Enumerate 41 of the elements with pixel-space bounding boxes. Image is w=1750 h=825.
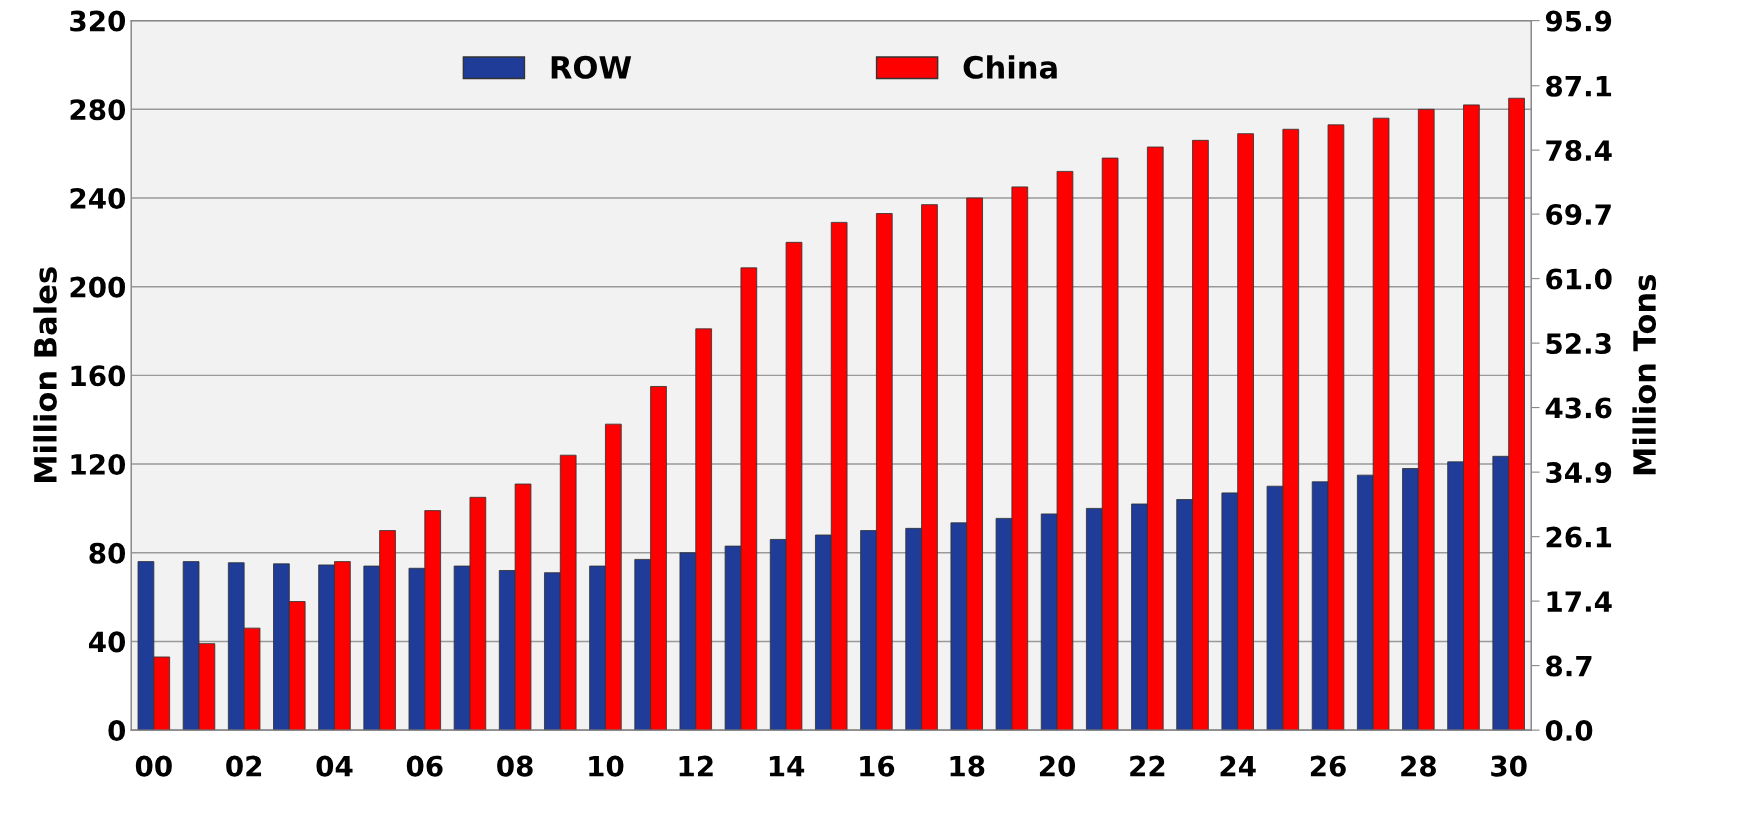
x-tick-label: 14	[769, 755, 805, 777]
y-tick-label: 320	[70, 10, 126, 32]
x-tick-label: 04	[316, 755, 353, 777]
y2-axis-title: Million Tons	[1632, 275, 1657, 475]
y2-tick-label: 34.9	[1546, 462, 1612, 484]
y-tick-label: 280	[70, 99, 126, 121]
y-tick-label: 40	[88, 631, 126, 653]
y2-tick-label: 43.6	[1545, 397, 1612, 419]
y2-tick-label: 8.7	[1546, 655, 1592, 677]
x-tick-label: 12	[679, 755, 713, 777]
x-tick-label: 18	[950, 755, 985, 777]
y-tick-label: 160	[71, 365, 126, 387]
y2-tick-label: 52.3	[1546, 333, 1611, 355]
y2-tick-label: 26.1	[1546, 526, 1612, 548]
x-tick-label: 26	[1310, 755, 1346, 777]
y-axis-title: Million Bales	[33, 267, 57, 483]
y-tick-label: 120	[71, 454, 126, 476]
legend-label: China	[963, 55, 1057, 79]
y2-tick-label: 17.4	[1547, 591, 1612, 612]
y-tick-label: 240	[70, 187, 126, 209]
y2-tick-label: 61.0	[1546, 268, 1612, 290]
x-tick-label: 24	[1220, 755, 1256, 777]
x-tick-label: 06	[406, 755, 443, 777]
x-tick-label: 02	[226, 755, 262, 777]
y-tick-label: 0	[108, 720, 126, 742]
x-tick-label: 20	[1039, 755, 1076, 777]
x-tick-label: 10	[589, 755, 624, 777]
x-tick-label: 00	[135, 755, 172, 777]
y-tick-label: 200	[70, 276, 126, 298]
y2-tick-label: 0.0	[1545, 720, 1593, 742]
y2-tick-label: 69.7	[1546, 204, 1611, 226]
legend-label: ROW	[551, 55, 632, 79]
y2-tick-label: 95.9	[1545, 10, 1612, 32]
x-tick-label: 16	[860, 755, 895, 777]
x-tick-label: 22	[1130, 755, 1165, 777]
y-tick-label: 80	[89, 542, 126, 564]
x-tick-label: 30	[1491, 755, 1527, 777]
y2-tick-label: 78.4	[1546, 140, 1612, 162]
x-tick-label: 08	[497, 755, 533, 777]
y2-tick-label: 87.1	[1546, 75, 1612, 97]
x-tick-label: 28	[1401, 755, 1436, 777]
